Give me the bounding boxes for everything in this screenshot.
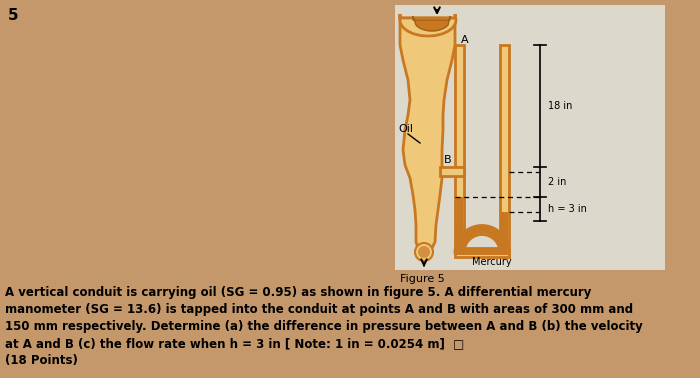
Text: manometer (SG = 13.6) is tapped into the conduit at points A and B with areas of: manometer (SG = 13.6) is tapped into the… (5, 303, 633, 316)
Circle shape (415, 243, 433, 261)
Text: 2 in: 2 in (548, 177, 566, 187)
Bar (456, 197, 463, 248)
Polygon shape (413, 16, 450, 31)
Polygon shape (456, 226, 508, 253)
Text: B: B (444, 155, 452, 165)
Text: at A and B (c) the flow rate when h = 3 in [ Note: 1 in = 0.0254 m]  □: at A and B (c) the flow rate when h = 3 … (5, 337, 464, 350)
Text: A vertical conduit is carrying oil (SG = 0.95) as shown in figure 5. A different: A vertical conduit is carrying oil (SG =… (5, 286, 592, 299)
Text: Oil: Oil (398, 124, 413, 134)
Text: A: A (461, 35, 468, 45)
Polygon shape (400, 18, 455, 252)
Text: (18 Points): (18 Points) (5, 354, 78, 367)
Bar (456, 249, 508, 255)
Bar (395, 5, 665, 270)
Bar (455, 45, 464, 248)
Polygon shape (400, 14, 456, 36)
Text: 18 in: 18 in (548, 101, 573, 111)
Polygon shape (455, 226, 509, 253)
Text: Figure 5: Figure 5 (400, 274, 444, 284)
Bar (455, 248, 509, 257)
Bar (440, 167, 464, 176)
Bar (501, 212, 508, 248)
Text: Mercury: Mercury (472, 257, 512, 267)
Circle shape (418, 246, 430, 258)
Text: 150 mm respectively. Determine (a) the difference in pressure between A and B (b: 150 mm respectively. Determine (a) the d… (5, 320, 643, 333)
Bar (500, 45, 509, 257)
Text: 5: 5 (8, 8, 19, 23)
Text: h = 3 in: h = 3 in (548, 204, 587, 214)
